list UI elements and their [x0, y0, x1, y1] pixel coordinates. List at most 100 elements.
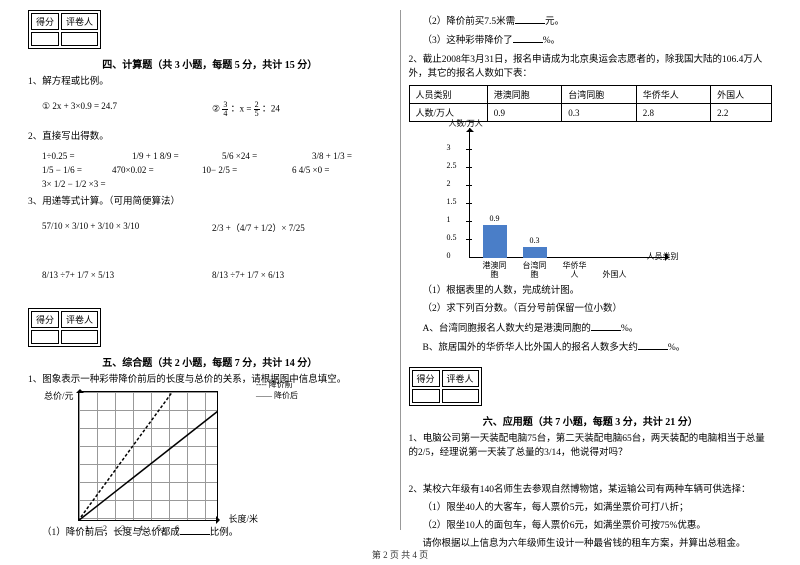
tick-mark	[466, 239, 472, 240]
page-footer: 第 2 页 共 4 页	[0, 548, 800, 561]
q4-1-equations: ① 2x + 3×0.9 = 24.7 ② 34 ：x = 25 ：24	[42, 93, 392, 126]
score-box: 得分评卷人	[28, 308, 101, 347]
right-column: （2）降价前买7.5米需元。 （3）这种彩带降价了 %。 2、截止2008年3月3…	[401, 10, 781, 530]
ytick: 0	[447, 251, 451, 260]
arrow-up-icon	[466, 124, 474, 132]
eq2-post: ：24	[262, 104, 280, 114]
tick-mark	[466, 221, 472, 222]
text: %。	[543, 36, 560, 46]
xtick: 1	[78, 524, 96, 533]
blank[interactable]	[638, 340, 668, 350]
tick-mark	[466, 149, 472, 150]
td: 0.3	[562, 104, 636, 122]
ytick: 2	[447, 179, 451, 188]
frac-d: 5	[254, 110, 260, 118]
calc-item: 1÷0.25 =	[42, 151, 132, 161]
cont-sub2: （2）降价前买7.5米需元。	[423, 14, 773, 29]
q4-3-items-2: 8/13 ÷7+ 1/7 × 5/13 8/13 ÷7+ 1/7 × 6/13	[42, 262, 392, 288]
q2-label: 2、截止2008年3月31日，报名申请成为北京奥运会志愿者的，除我国大陆的106…	[409, 53, 773, 82]
q4-3-items: 57/10 × 3/10 + 3/10 × 3/10 2/3 +（4/7 + 1…	[42, 213, 392, 242]
chart-legend: ---- 降价前 —— 降价后	[256, 379, 298, 401]
line-chart: 总价/元 长度/米 ---- 降价前 —— 降价后 1 2 3 4 5 6	[78, 391, 218, 521]
q4-1-label: 1、解方程或比例。	[28, 75, 392, 89]
sub1-end: 比例。	[210, 528, 239, 538]
calc-item: 1/5 − 1/6 =	[42, 165, 112, 175]
category: 港澳同胞	[483, 262, 507, 280]
cont-sub3: （3）这种彩带降价了 %。	[423, 33, 773, 48]
blank[interactable]	[515, 14, 545, 24]
x-ticks: 1 2 3 4 5 6	[78, 524, 186, 533]
section-6-title: 六、应用题（共 7 小题，每题 3 分，共计 21 分）	[409, 413, 773, 428]
category: 华侨华人	[563, 262, 587, 280]
xtick: 6	[168, 524, 186, 533]
text: A、台湾同胞报名人数大约是港澳同胞的	[423, 324, 591, 334]
ytick: 1	[447, 215, 451, 224]
frac-d: 4	[222, 110, 228, 118]
text: （2）降价前买7.5米需	[423, 17, 516, 27]
td: 2.8	[636, 104, 710, 122]
expr: 8/13 ÷7+ 1/7 × 5/13	[42, 270, 212, 280]
th: 港澳同胞	[487, 86, 561, 104]
x-axis-label: 长度/米	[228, 512, 258, 525]
tick-mark	[466, 203, 472, 204]
ytick: 2.5	[447, 161, 457, 170]
section-4-title: 四、计算题（共 3 小题，每题 5 分，共计 15 分）	[28, 56, 392, 71]
calc-item: 470×0.02 =	[112, 165, 202, 175]
eq2: ② 34 ：x = 25 ：24	[212, 101, 382, 118]
bar-label: 0.3	[523, 236, 547, 245]
blank[interactable]	[591, 321, 621, 331]
score-label: 得分	[31, 311, 59, 328]
q6-2-a: （1）限坐40人的大客车，每人票价5元，如满坐票价可打八折；	[423, 501, 773, 515]
text: %。	[668, 343, 685, 353]
calc-item: 3× 1/2 − 1/2 ×3 =	[42, 179, 162, 189]
bar-label: 0.9	[483, 214, 507, 223]
chart-lines	[78, 391, 218, 521]
page: 得分评卷人 四、计算题（共 3 小题，每题 5 分，共计 15 分） 1、解方程…	[0, 0, 800, 540]
score-box: 得分评卷人	[409, 367, 482, 406]
y-axis-label: 总价/元	[44, 389, 74, 402]
bar	[523, 247, 547, 258]
eq2-mid: ：x =	[231, 104, 254, 114]
score-label: 得分	[412, 370, 440, 387]
bar	[483, 225, 507, 258]
grader-label: 评卷人	[61, 13, 98, 30]
text: %。	[621, 324, 638, 334]
eq2-pre: ②	[212, 104, 220, 114]
arrow-right-icon	[665, 253, 673, 261]
th: 华侨华人	[636, 86, 710, 104]
left-column: 得分评卷人 四、计算题（共 3 小题，每题 5 分，共计 15 分） 1、解方程…	[20, 10, 400, 530]
calc-item: 3/8 + 1/3 =	[312, 151, 382, 161]
calc-item: 6 4/5 ×0 =	[292, 165, 382, 175]
q2-sub1: （1）根据表里的人数，完成统计图。	[423, 284, 773, 298]
th: 台湾同胞	[562, 86, 636, 104]
q4-2-label: 2、直接写出得数。	[28, 130, 392, 144]
grader-label: 评卷人	[442, 370, 479, 387]
tick-mark	[466, 167, 472, 168]
text: （3）这种彩带降价了	[423, 36, 513, 46]
xtick: 5	[150, 524, 168, 533]
category: 外国人	[603, 271, 627, 280]
expr: 2/3 +（4/7 + 1/2）× 7/25	[212, 221, 382, 234]
category: 台湾同胞	[523, 262, 547, 280]
th: 外国人	[711, 86, 772, 104]
score-box: 得分评卷人	[28, 10, 101, 49]
xtick: 3	[114, 524, 132, 533]
ytick: 1.5	[447, 197, 457, 206]
q4-2-items: 1÷0.25 = 1/9 + 1 8/9 = 5/6 ×24 = 3/8 + 1…	[42, 149, 392, 191]
q4-3-label: 3、用递等式计算。（可用简便算法）	[28, 195, 392, 209]
q6-2-label: 2、某校六年级有140名师生去参观自然博物馆，某运输公司有两种车辆可供选择：	[409, 483, 773, 497]
volunteer-table: 人员类别 港澳同胞 台湾同胞 华侨华人 外国人 人数/万人 0.9 0.3 2.…	[409, 85, 773, 122]
calc-item: 10− 2/5 =	[202, 165, 292, 175]
legend-before: ---- 降价前	[256, 379, 298, 390]
q2-sub2: （2）求下列百分数。（百分号前保留一位小数）	[423, 302, 773, 316]
bar-chart: 人数/万人 人员类别 0 0.5 1 1.5 2 2.5 3 0.9 0.3 港…	[449, 128, 669, 278]
tick-mark	[466, 185, 472, 186]
td: 2.2	[711, 104, 772, 122]
section-5-title: 五、综合题（共 2 小题，每题 7 分，共计 14 分）	[28, 354, 392, 369]
td: 0.9	[487, 104, 561, 122]
xtick: 2	[96, 524, 114, 533]
legend-after: —— 降价后	[256, 390, 298, 401]
calc-item: 1/9 + 1 8/9 =	[132, 151, 222, 161]
q2-subA: A、台湾同胞报名人数大约是港澳同胞的 %。	[423, 321, 773, 336]
blank[interactable]	[513, 33, 543, 43]
